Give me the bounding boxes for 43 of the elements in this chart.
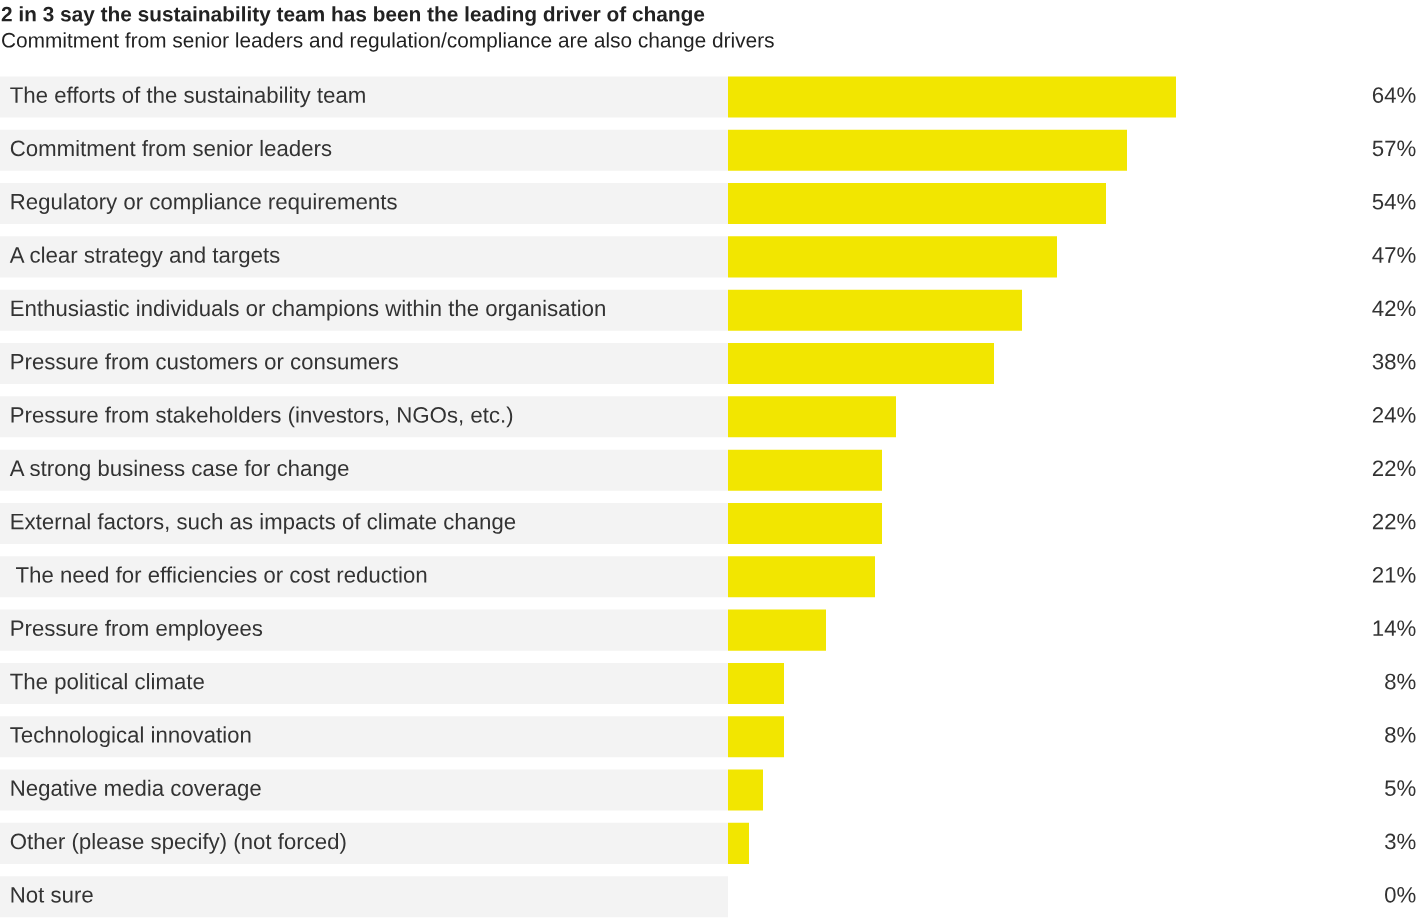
bar — [728, 769, 763, 811]
y-tick-label: Enthusiastic individuals or champions within the organisation — [11, 299, 605, 321]
y-tick-label: A clear strategy and targets — [9, 246, 280, 268]
y-tick-label: Pressure from employees — [11, 619, 263, 641]
bar — [728, 609, 826, 651]
bar — [728, 556, 875, 598]
y-tick-label: Pressure from stakeholders (investors, NGOs, etc.) — [11, 406, 513, 428]
bar — [728, 822, 749, 864]
data-label: 0% — [1385, 886, 1416, 903]
data-label: 42% — [1372, 300, 1416, 317]
text: Commitment from senior leaders and regulation/compliance are also change drivers — [2, 32, 774, 52]
data-label: 24% — [1372, 407, 1416, 423]
y-tick-label: Regulatory or compliance requirements — [11, 193, 397, 214]
bar — [728, 502, 882, 544]
data-label: 8% — [1385, 726, 1416, 743]
y-tick-label: A strong business case for change — [9, 459, 349, 481]
y-tick-label: External factors, such as impacts of climate change — [11, 513, 516, 534]
data-label: 8% — [1385, 673, 1416, 690]
bar — [728, 449, 882, 491]
y-tick-label: The efforts of the sustainability team — [10, 86, 365, 108]
y-tick-label: The political climate — [10, 673, 204, 694]
data-label: 54% — [1372, 193, 1416, 210]
data-label: 47% — [1372, 247, 1416, 263]
data-label: 64% — [1372, 87, 1416, 103]
bar — [728, 662, 784, 704]
data-label: 57% — [1372, 140, 1416, 157]
y-tick-label: Pressure from customers or consumers — [11, 353, 398, 370]
y-tick-label: Technological innovation — [10, 726, 251, 748]
data-label: 21% — [1372, 567, 1416, 583]
y-tick-label: Commitment from senior leaders — [10, 139, 332, 157]
data-label: 3% — [1385, 833, 1416, 850]
y-tick-label: Negative media coverage — [11, 779, 261, 801]
data-label: 14% — [1373, 620, 1416, 636]
y-tick-label: Not sure — [11, 887, 93, 903]
data-label: 5% — [1385, 780, 1416, 797]
y-tick-label: Other (please specify) (not forced) — [10, 833, 346, 854]
bar — [728, 716, 784, 758]
bar — [728, 396, 896, 438]
data-label: 22% — [1372, 513, 1416, 530]
text: 2 in 3 say the sustainability team has been the leading driver of change — [1, 6, 705, 26]
data-label: 38% — [1372, 353, 1416, 370]
data-label: 22% — [1372, 460, 1416, 477]
y-tick-label: The need for efficiencies or cost reduction — [16, 566, 427, 583]
